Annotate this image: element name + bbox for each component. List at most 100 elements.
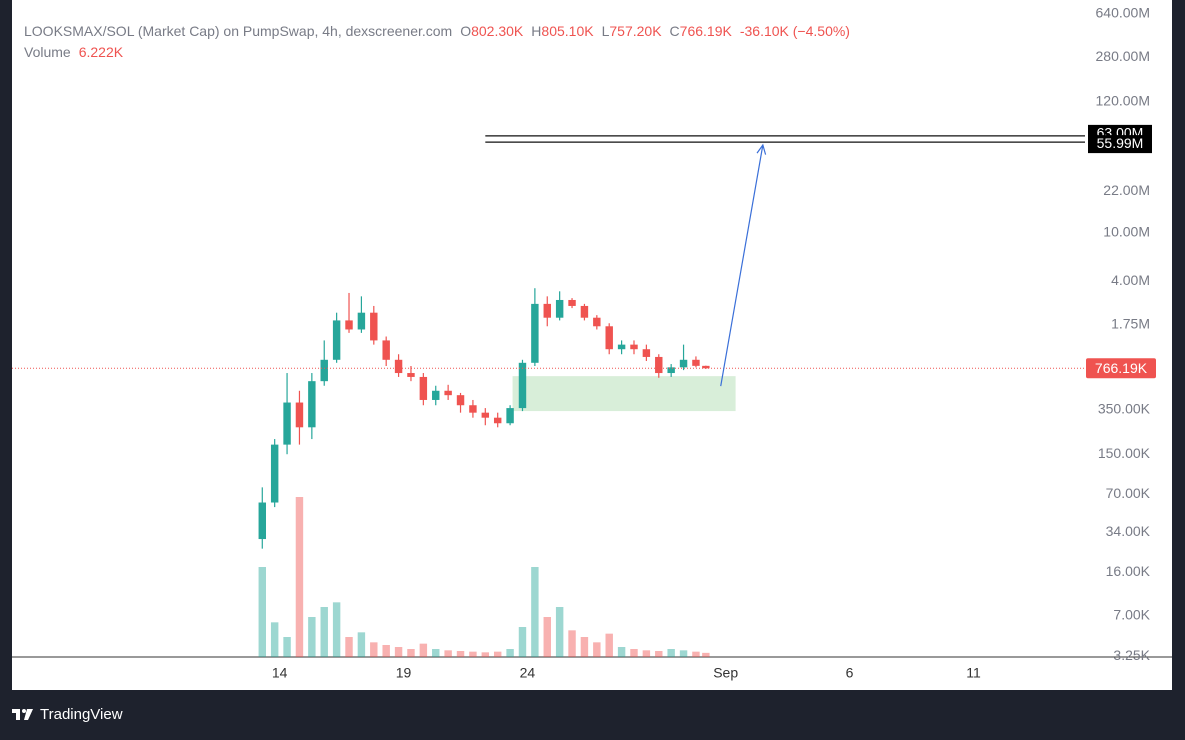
y-tick-label: 150.00K: [1098, 445, 1151, 461]
y-tick-label: 70.00K: [1106, 485, 1151, 501]
logo: TradingView: [12, 706, 123, 723]
volume-bar: [593, 642, 601, 657]
candle-body: [320, 359, 328, 382]
candle-body: [382, 340, 390, 360]
candle-body: [270, 444, 279, 503]
arrow-head: [756, 143, 767, 155]
candle-body: [469, 405, 477, 413]
candle-body: [642, 349, 651, 357]
candle-body: [432, 390, 440, 400]
candle-body: [444, 390, 452, 396]
x-tick-label: 11: [966, 665, 981, 681]
x-tick-label: 24: [520, 665, 536, 681]
candle-body: [593, 317, 601, 327]
h: H: [531, 23, 541, 39]
candle-body: [702, 365, 710, 369]
y-tick-label: 640.00M: [1096, 4, 1150, 20]
price-label: 766.19K: [1095, 360, 1148, 376]
candle-body: [506, 408, 514, 424]
y-tick-label: 4.00M: [1111, 272, 1150, 288]
volume-bar: [444, 650, 452, 657]
volume-bar: [630, 649, 638, 657]
x-tick-label: Sep: [713, 665, 738, 681]
y-tick-label: 16.00K: [1106, 563, 1151, 579]
volume-bar: [543, 617, 551, 657]
volume-value: 6.222K: [79, 44, 124, 60]
volume-bar: [295, 497, 304, 657]
volume-bar: [617, 647, 626, 657]
volume-bar: [432, 649, 440, 657]
candle-body: [308, 381, 316, 428]
candle-body: [493, 417, 502, 424]
candle-body: [295, 402, 304, 428]
candle-body: [617, 344, 626, 350]
y-tick-label: 10.00M: [1103, 224, 1150, 240]
candle-body: [630, 344, 638, 350]
candle-body: [679, 359, 688, 368]
candle-body: [605, 326, 613, 350]
arrow: [720, 144, 764, 387]
candle-body: [283, 402, 291, 445]
volume-bar: [555, 607, 564, 657]
y-tick-label: 280.00M: [1096, 48, 1150, 64]
candle-body: [568, 299, 576, 306]
y-tick-label: 34.00K: [1106, 523, 1151, 539]
volume-name: Volume: [24, 44, 71, 60]
candle-body: [655, 356, 663, 374]
brand: TradingView: [40, 706, 123, 723]
price-tag: [1086, 358, 1156, 379]
low: 757.20K: [609, 23, 662, 39]
high: 805.10K: [541, 23, 594, 39]
zone: [512, 376, 736, 412]
candle-body: [370, 312, 378, 341]
y-tick-label: 22.00M: [1103, 182, 1150, 198]
change: -36.10K (−4.50%): [740, 23, 850, 39]
x-tick-label: 19: [396, 665, 412, 681]
y-tick-label: 120.00M: [1096, 93, 1150, 109]
y-tick-label: 3.25K: [1113, 647, 1150, 663]
l: L: [602, 23, 610, 39]
volume-bar: [394, 647, 403, 657]
x-tick-label: 6: [846, 665, 854, 681]
volume-bar: [667, 649, 675, 657]
volume-header: Volume 6.222K: [24, 44, 124, 60]
volume-bar: [481, 652, 490, 657]
candle-body: [580, 305, 589, 318]
volume-bar: [320, 607, 328, 657]
candle-body: [407, 373, 415, 377]
candle-body: [345, 320, 353, 330]
volume-bar: [456, 651, 465, 657]
candle-body: [667, 367, 675, 374]
volume-bar: [605, 633, 613, 657]
volume-bar: [692, 651, 700, 657]
volume-bar: [357, 632, 366, 657]
level-tag: [1088, 135, 1152, 154]
y-tick-label: 7.00K: [1113, 606, 1150, 622]
candle-body: [419, 376, 428, 400]
candle-body: [555, 299, 564, 318]
volume-bar: [655, 651, 663, 657]
volume-bar: [308, 617, 316, 657]
candle-body: [531, 303, 539, 363]
candle-body: [518, 362, 527, 409]
volume-bar: [702, 652, 710, 657]
volume-bar: [493, 651, 502, 657]
volume-bar: [679, 650, 688, 657]
header: LOOKSMAX/SOL (Market Cap) on PumpSwap, 4…: [24, 23, 850, 39]
volume-bar: [345, 637, 353, 657]
volume-bar: [258, 567, 267, 657]
volume-bar: [419, 643, 428, 657]
volume-bar: [270, 622, 279, 657]
o: O: [460, 23, 471, 39]
volume-bar: [580, 637, 589, 657]
c: C: [670, 23, 680, 39]
candle-body: [332, 320, 341, 360]
level-label: 55.99M: [1097, 135, 1144, 151]
candle-body: [456, 395, 465, 406]
candle-body: [692, 359, 700, 366]
y-tick-label: 350.00K: [1098, 400, 1151, 416]
volume-bar: [469, 651, 477, 657]
volume-bar: [642, 650, 651, 657]
volume-bar: [370, 642, 378, 657]
